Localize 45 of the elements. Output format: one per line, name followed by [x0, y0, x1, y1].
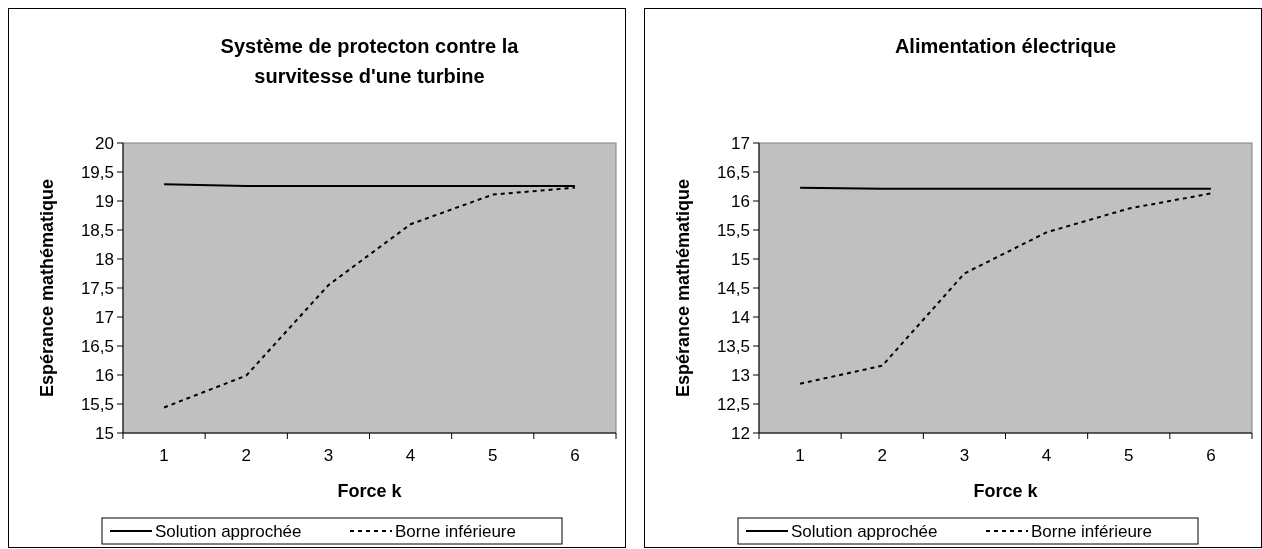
x-tick-label: 6 [1206, 446, 1216, 465]
x-tick-label: 4 [1041, 446, 1052, 465]
y-tick-label: 15,5 [716, 220, 750, 240]
y-tick-label: 15 [731, 249, 750, 269]
x-tick-label: 3 [323, 446, 334, 465]
x-tick-label: 2 [241, 446, 251, 465]
x-axis-title: Force k [337, 481, 403, 501]
x-tick-label: 1 [159, 446, 169, 465]
y-tick-label: 20 [95, 133, 114, 153]
y-tick-label: 16 [95, 365, 114, 385]
y-tick-label: 17 [731, 133, 750, 153]
line-series [799, 192, 1212, 385]
chart-title: Alimentation électrique [894, 35, 1117, 57]
legend-label: Solution approchée [791, 521, 938, 541]
y-tick-label: 17,5 [80, 278, 114, 298]
x-tick-label: 1 [795, 446, 805, 465]
y-tick-label: 18,5 [80, 220, 114, 240]
legend-label: Borne inférieure [1031, 521, 1152, 541]
y-axis-title: Espérance mathématique [673, 178, 693, 398]
y-tick-label: 14 [731, 307, 750, 327]
x-tick-label: 5 [1124, 446, 1134, 465]
y-tick-label: 16 [731, 191, 750, 211]
x-tick-label: 4 [405, 446, 416, 465]
legend-label: Borne inférieure [395, 521, 516, 541]
y-tick-label: 16,5 [716, 162, 750, 182]
chart-title: Système de protecton contre la survitesse d'une turbine [220, 35, 520, 87]
y-tick-label: 15 [95, 423, 114, 443]
y-tick-label: 18 [95, 249, 114, 269]
x-axis-title: Force k [973, 481, 1039, 501]
y-tick-label: 19 [95, 191, 114, 211]
y-tick-label: 19,5 [80, 162, 114, 182]
y-tick-label: 17 [95, 307, 114, 327]
legend-label: Solution approchée [155, 521, 302, 541]
y-tick-label: 14,5 [716, 278, 750, 298]
y-axis-title: Espérance mathématique [37, 178, 57, 398]
y-tick-label: 12 [731, 423, 750, 443]
y-tick-label: 13 [731, 365, 750, 385]
y-tick-label: 16,5 [80, 336, 114, 356]
x-tick-label: 2 [877, 446, 887, 465]
y-tick-label: 12,5 [716, 394, 750, 414]
x-tick-label: 6 [570, 446, 580, 465]
y-tick-label: 13,5 [716, 336, 750, 356]
x-tick-label: 3 [959, 446, 970, 465]
x-tick-label: 5 [488, 446, 498, 465]
y-tick-label: 15,5 [80, 394, 114, 414]
